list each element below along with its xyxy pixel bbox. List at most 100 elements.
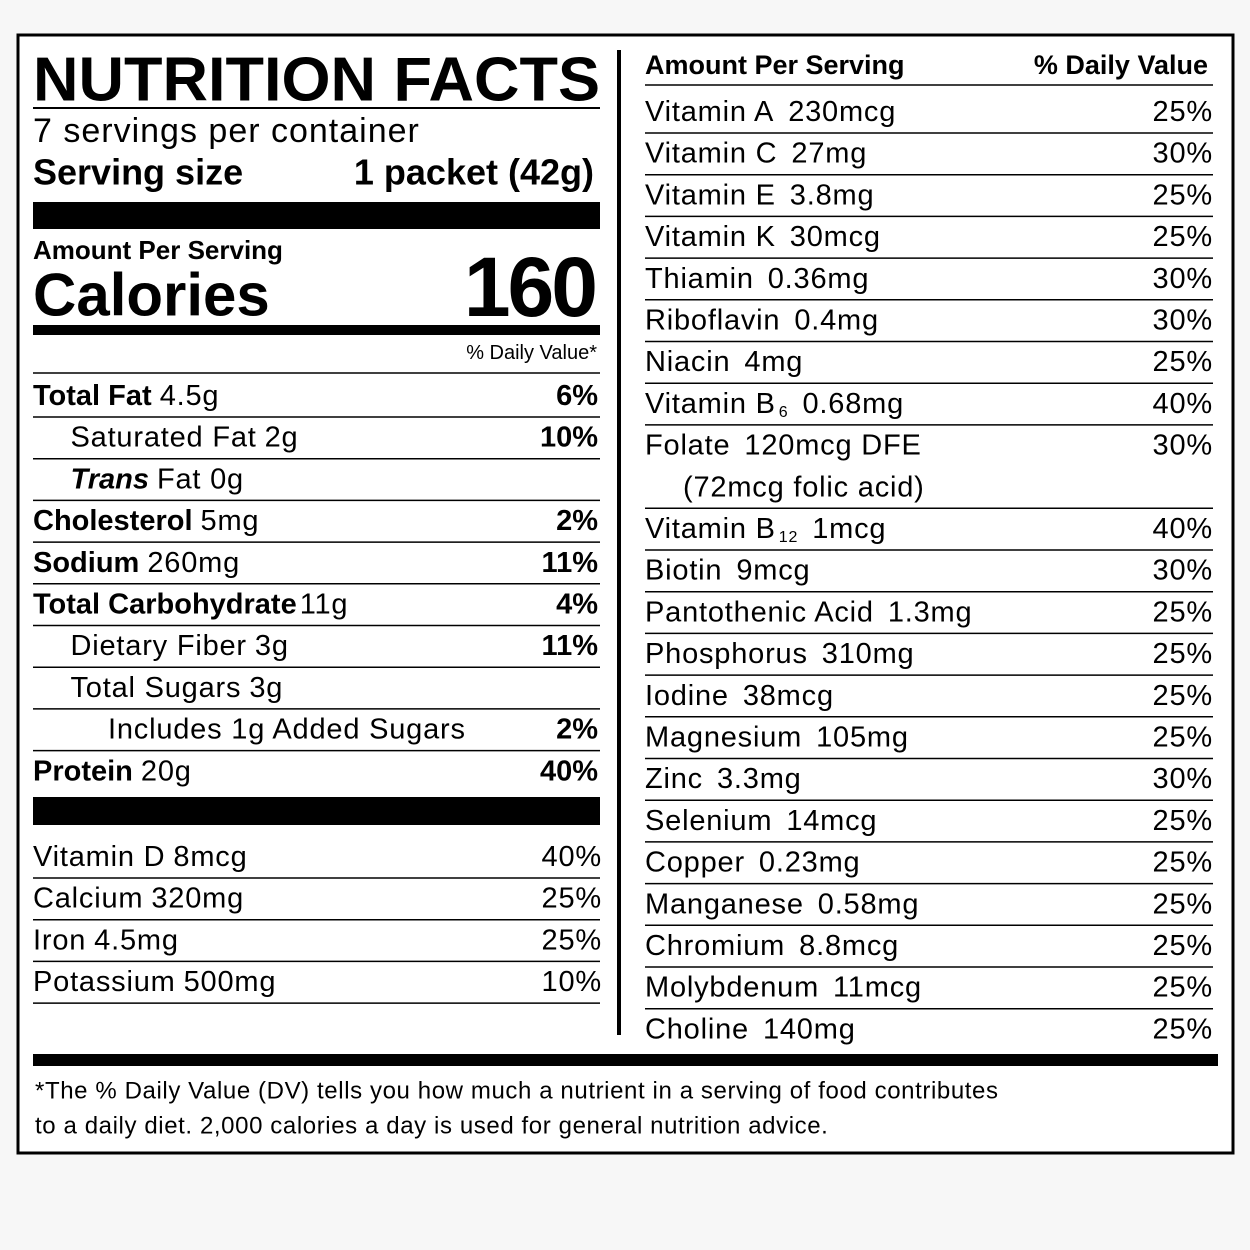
- nutrient-row: Cholesterol 5mg: [33, 505, 259, 537]
- vitamin-row: Copper 0.23mg: [645, 847, 860, 879]
- nutrient-dv: 2%: [556, 505, 598, 537]
- vitamin-row: Zinc 3.3mg: [645, 763, 802, 795]
- vitamin-name: Vitamin A: [645, 96, 774, 128]
- nutrient-amount: 2g: [265, 422, 299, 454]
- nutrient-dv: 10%: [540, 422, 598, 454]
- vitamin-row: Biotin 9mcg: [645, 555, 810, 587]
- vitamin-name: Vitamin C: [645, 138, 777, 170]
- nutrient-amount: 20g: [141, 755, 192, 787]
- vitamin-dv: 25%: [1153, 680, 1213, 712]
- vitamin-row: Niacin 4mg: [645, 346, 803, 378]
- nutrient-amount: 4.5g: [160, 380, 220, 412]
- vitamin-dv: 30%: [1153, 555, 1213, 587]
- vitamin-amount: 500mg: [184, 966, 277, 998]
- vitamin-amount: 0.58mg: [818, 888, 920, 920]
- vitamin-name: Zinc: [645, 763, 703, 795]
- nutrient-dv: 4%: [556, 589, 598, 621]
- nutrient-name: Trans: [71, 463, 149, 495]
- vitamin-amount: 1mcg: [812, 513, 886, 545]
- vitamin-name: Folate: [645, 430, 730, 462]
- vitamin-amount: 8.8mcg: [799, 930, 899, 962]
- vitamin-name: Magnesium: [645, 722, 802, 754]
- vitamin-dv: 25%: [1153, 221, 1213, 253]
- nutrient-amount: Fat 0g: [157, 463, 244, 495]
- nutrient-amount: 3g: [249, 672, 283, 704]
- vitamin-name: Thiamin: [645, 263, 754, 295]
- vitamin-dv: 25%: [1153, 346, 1213, 378]
- vitamin-name: Vitamin B: [645, 513, 776, 545]
- nutrient-amount: 260mg: [147, 547, 240, 579]
- vitamin-note: (72mcg folic acid): [683, 471, 925, 503]
- vitamin-row: Manganese 0.58mg: [645, 888, 919, 920]
- nutrient-row: Includes 1g Added Sugars: [108, 714, 466, 746]
- title: NUTRITION FACTS: [33, 46, 600, 115]
- vitamin-name: Riboflavin: [645, 305, 780, 337]
- vitamin-name: Copper: [645, 847, 745, 879]
- vitamin-name: Manganese: [645, 888, 804, 920]
- right-header: Amount Per Serving: [645, 50, 905, 80]
- vitamin-dv: 30%: [1153, 263, 1213, 295]
- vitamin-dv: 25%: [1153, 805, 1213, 837]
- vitamin-row: Vitamin B 6 0.68mg: [645, 388, 904, 421]
- vitamin-row: Phosphorus 310mg: [645, 638, 914, 670]
- vitamin-dv: 25%: [1153, 972, 1213, 1004]
- nutrient-amount: 5mg: [201, 505, 260, 537]
- vitamin-dv: 40%: [542, 841, 602, 873]
- vitamin-name: Pantothenic Acid: [645, 596, 874, 628]
- vitamin-amount: 3.3mg: [717, 763, 802, 795]
- vitamin-dv: 30%: [1153, 138, 1213, 170]
- vitamin-row: Choline 140mg: [645, 1013, 856, 1045]
- serving-size-label: Serving size: [33, 152, 243, 193]
- vitamin-name: Potassium: [33, 966, 176, 998]
- nutrient-dv: 11%: [542, 630, 599, 662]
- vitamin-row: Vitamin E 3.8mg: [645, 179, 874, 211]
- vitamin-row: Magnesium 105mg: [645, 722, 909, 754]
- vitamin-name: Selenium: [645, 805, 772, 837]
- vitamin-subscript: 12: [779, 529, 798, 546]
- vitamin-dv: 25%: [1153, 96, 1213, 128]
- vitamin-dv: 25%: [542, 883, 602, 915]
- vitamin-amount: 0.4mg: [794, 305, 879, 337]
- nutrient-name: Includes 1g Added Sugars: [108, 714, 466, 746]
- nutrient-row: Saturated Fat 2g: [71, 422, 299, 454]
- vitamin-dv: 25%: [1153, 1013, 1213, 1045]
- vitamin-name: Molybdenum: [645, 972, 819, 1004]
- vitamin-amount: 0.23mg: [759, 847, 861, 879]
- vitamin-name: Calcium: [33, 883, 143, 915]
- vitamin-amount: 9mcg: [736, 555, 810, 587]
- nutrient-name: Saturated Fat: [71, 422, 257, 454]
- nutrient-row: Protein 20g: [33, 755, 192, 787]
- vitamin-amount: 105mg: [816, 722, 909, 754]
- dv-header: % Daily Value*: [466, 342, 597, 364]
- vitamin-amount: 27mg: [791, 138, 867, 170]
- vitamin-name: Niacin: [645, 346, 730, 378]
- right-header-dv: % Daily Value: [1034, 50, 1208, 80]
- vitamin-row: Folate 120mcg DFE: [645, 430, 922, 462]
- vitamin-row: Vitamin B 12 1mcg: [645, 513, 886, 546]
- vitamin-row: Selenium 14mcg: [645, 805, 877, 837]
- servings: 7 servings per container: [33, 112, 420, 150]
- vitamin-amount: 0.36mg: [768, 263, 870, 295]
- vitamin-amount: 14mcg: [786, 805, 877, 837]
- vitamin-amount: 140mg: [763, 1013, 856, 1045]
- vitamin-amount: 0.68mg: [802, 388, 904, 420]
- vitamin-amount: 38mcg: [743, 680, 834, 712]
- vitamin-amount: 3.8mg: [790, 179, 875, 211]
- nutrient-dv: 6%: [556, 380, 598, 412]
- vitamin-amount: 1.3mg: [888, 596, 973, 628]
- nutrient-name: Total Fat: [33, 380, 152, 412]
- vitamin-dv: 25%: [1153, 596, 1213, 628]
- calories-value: 160: [464, 240, 595, 334]
- footnote: *The % Daily Value (DV) tells you how mu…: [35, 1078, 999, 1105]
- vitamin-dv: 25%: [542, 924, 602, 956]
- nutrient-row: Total Fat 4.5g: [33, 380, 219, 412]
- nutrient-row: Total Carbohydrate 11g: [33, 589, 348, 621]
- nutrient-row: Dietary Fiber 3g: [71, 630, 289, 662]
- vitamin-row: Iodine 38mcg: [645, 680, 834, 712]
- nutrient-name: Sodium: [33, 547, 139, 579]
- vitamin-dv: 25%: [1153, 847, 1213, 879]
- nutrient-row: Trans Fat 0g: [71, 463, 244, 495]
- calories-label: Calories: [33, 262, 270, 329]
- nutrient-name: Total Sugars: [71, 672, 242, 704]
